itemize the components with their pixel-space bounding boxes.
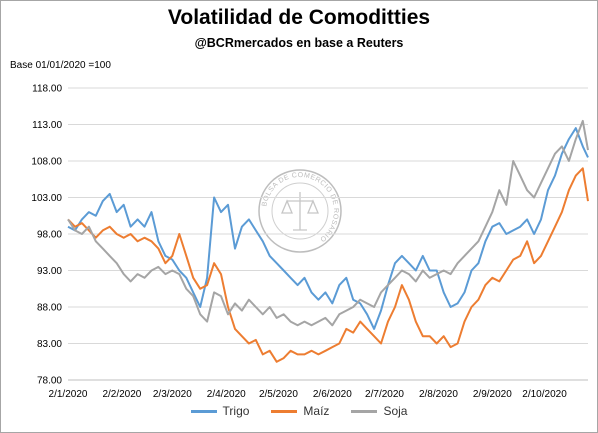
y-tick-label: 88.00	[37, 303, 62, 314]
y-tick-label: 118.00	[32, 84, 62, 95]
legend: Trigo Maíz Soja	[0, 404, 598, 418]
y-tick-label: 78.00	[37, 376, 62, 387]
y-tick-label: 108.00	[31, 157, 62, 168]
x-tick-label: 2/3/2020	[153, 389, 192, 400]
legend-swatch-soja	[351, 409, 378, 413]
legend-label-soja: Soja	[383, 404, 408, 418]
series-line-trigo	[67, 127, 589, 330]
x-tick-label: 2/8/2020	[419, 389, 458, 400]
x-tick-label: 2/2/2020	[102, 389, 141, 400]
chart-title: Volatilidad de Comoditties	[167, 6, 431, 29]
x-tick-label: 2/5/2020	[259, 389, 298, 400]
x-tick-label: 2/1/2020	[49, 389, 88, 400]
y-tick-label: 93.00	[37, 266, 62, 277]
x-tick-label: 2/6/2020	[313, 389, 352, 400]
legend-swatch-maiz	[271, 409, 298, 413]
x-tick-label: 2/9/2020	[473, 389, 512, 400]
y-tick-label: 103.00	[31, 193, 62, 204]
base-note: Base 01/01/2020 =100	[10, 60, 111, 71]
y-tick-label: 113.00	[32, 120, 62, 131]
bcr-seal-watermark: BOLSA DE COMERCIO DE ROSARIO	[258, 169, 342, 253]
legend-item-trigo: Trigo	[190, 404, 250, 418]
legend-label-trigo: Trigo	[222, 404, 250, 418]
legend-item-maiz: Maíz	[271, 404, 329, 418]
legend-label-maiz: Maíz	[303, 404, 330, 418]
chart-subtitle: @BCRmercados en base a Reuters	[194, 36, 404, 50]
x-tick-label: 2/4/2020	[207, 389, 246, 400]
x-tick-label: 2/10/2020	[522, 389, 567, 400]
y-tick-label: 83.00	[37, 339, 62, 350]
y-tick-label: 98.00	[37, 230, 62, 241]
series-line-maiz	[67, 167, 589, 363]
legend-item-soja: Soja	[351, 404, 407, 418]
series-line-soja	[67, 119, 589, 327]
x-tick-label: 2/7/2020	[365, 389, 404, 400]
legend-swatch-trigo	[190, 409, 217, 413]
